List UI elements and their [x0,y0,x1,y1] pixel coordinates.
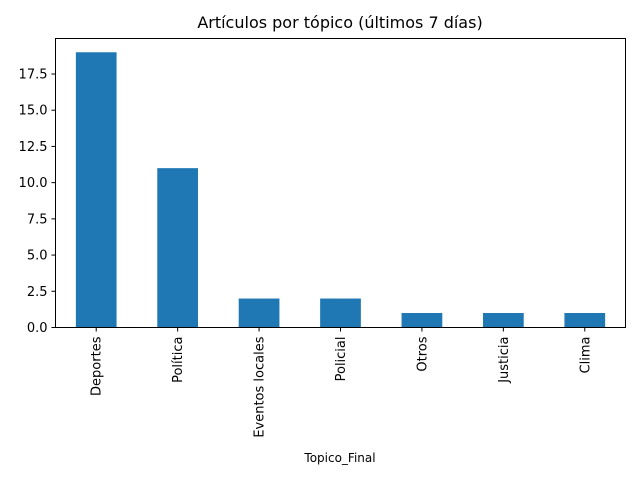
y-tick-label: 5.0 [27,249,48,264]
bar [75,52,117,328]
x-tick-label: Justicia [497,337,512,384]
y-tick-label: 17.5 [19,67,48,82]
bar [401,313,443,328]
bar [483,313,524,328]
x-axis-label: Topico_Final [303,451,375,465]
bar [564,313,606,328]
bar [320,298,361,328]
y-tick-label: 7.5 [27,212,48,227]
x-tick-label: Policial [334,337,349,382]
x-tick-label: Eventos locales [253,336,268,437]
y-axis: 0.0 2.5 5.0 7.5 10.0 12.5 15.0 17.5 [19,67,56,336]
bar [238,298,280,328]
plot-frame [55,38,626,328]
y-tick-label: 10.0 [19,176,48,191]
y-tick-label: 15.0 [19,104,48,119]
x-axis: Deportes Política Eventos locales Policial O… [90,327,593,438]
x-tick-label: Deportes [90,336,105,396]
bars-group [75,52,606,328]
y-tick-label: 12.5 [19,140,48,155]
y-tick-label: 2.5 [27,285,48,300]
x-tick-label: Política [171,337,186,383]
chart-title: Artículos por tópico (últimos 7 días) [197,13,482,32]
y-tick-label: 0.0 [27,321,48,336]
x-tick-label: Clima [578,337,593,374]
x-tick-label: Otros [415,336,430,371]
bar [157,168,198,328]
